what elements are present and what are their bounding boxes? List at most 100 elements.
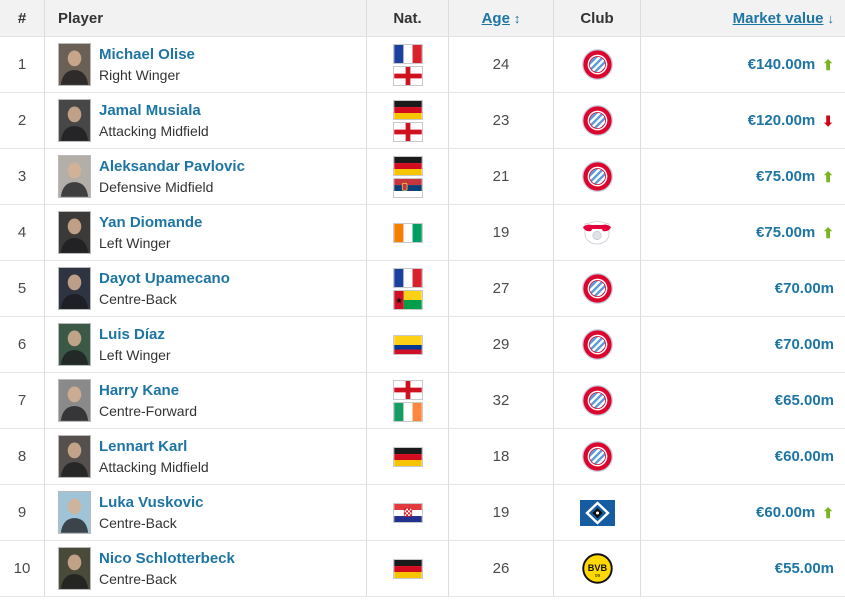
table-row: 2 Jamal Musiala Attacking Midfield 23 €120.0… [0, 93, 845, 149]
rank-cell: 7 [0, 373, 44, 428]
player-position-label: Left Winger [99, 234, 171, 251]
age-value: 21 [492, 168, 510, 185]
flag-icon [392, 502, 423, 523]
player-photo[interactable] [58, 43, 91, 86]
club-logo[interactable] [581, 441, 613, 472]
flag-icon [392, 43, 423, 64]
player-name-link[interactable]: Aleksandar Pavlovic [99, 158, 245, 176]
flag-icon [392, 289, 423, 310]
club-logo[interactable] [582, 220, 612, 245]
club-logo[interactable] [581, 273, 613, 304]
club-logo[interactable] [581, 329, 613, 360]
market-value-link[interactable]: €75.00m [756, 168, 816, 185]
age-cell: 27 [448, 261, 553, 316]
market-value-link[interactable]: €65.00m [774, 392, 834, 409]
market-value-link[interactable]: €70.00m [774, 336, 834, 353]
rank-cell: 5 [0, 261, 44, 316]
player-photo[interactable] [58, 491, 91, 534]
market-value-link[interactable]: €120.00m [747, 112, 816, 129]
player-photo[interactable] [58, 379, 91, 422]
market-value-link[interactable]: €140.00m [747, 56, 816, 73]
player-position-label: Centre-Back [99, 290, 177, 307]
age-sort-link[interactable]: Age [481, 9, 510, 27]
trend-up-icon: ⬆ [822, 168, 834, 185]
player-name-link[interactable]: Luka Vuskovic [99, 494, 204, 512]
age-cell: 24 [448, 37, 553, 92]
club-cell [553, 149, 640, 204]
table-row: 9 Luka Vuskovic Centre-Back 19 €60.00m ⬆ [0, 485, 845, 541]
player-info: Luka Vuskovic Centre-Back [99, 494, 204, 530]
flag-icon [392, 446, 423, 467]
player-photo[interactable] [58, 323, 91, 366]
market-value-sort-link[interactable]: Market value [732, 9, 824, 27]
market-value-link[interactable]: €60.00m [774, 448, 834, 465]
rank-cell: 6 [0, 317, 44, 372]
table-row: 4 Yan Diomande Left Winger 19 €75.00m ⬆ [0, 205, 845, 261]
club-logo[interactable] [581, 161, 613, 192]
club-cell: BVB 09 [553, 541, 640, 596]
age-cell: 18 [448, 429, 553, 484]
club-logo[interactable] [581, 385, 613, 416]
market-value-link[interactable]: €55.00m [774, 560, 834, 577]
player-position-label: Centre-Back [99, 514, 177, 531]
flag-icon [392, 267, 423, 288]
player-cell: Harry Kane Centre-Forward [44, 373, 366, 428]
flag-icon [392, 121, 423, 142]
age-cell: 21 [448, 149, 553, 204]
market-value-cell: €55.00m [640, 541, 845, 596]
age-cell: 19 [448, 485, 553, 540]
rank-cell: 3 [0, 149, 44, 204]
player-name-link[interactable]: Luis Díaz [99, 326, 165, 344]
nationality-cell [366, 541, 448, 596]
age-value: 24 [492, 56, 510, 73]
player-photo[interactable] [58, 547, 91, 590]
player-name-link[interactable]: Harry Kane [99, 382, 180, 400]
nationality-cell [366, 485, 448, 540]
flag-icon [392, 177, 423, 198]
market-value-cell: €140.00m ⬆ [640, 37, 845, 92]
player-name-link[interactable]: Lennart Karl [99, 438, 188, 456]
flag-icon [392, 334, 423, 355]
player-name-link[interactable]: Jamal Musiala [99, 102, 201, 120]
club-logo[interactable] [581, 105, 613, 136]
market-value-link[interactable]: €75.00m [756, 224, 816, 241]
sort-descending-icon[interactable]: ↓ [827, 10, 835, 26]
player-name-link[interactable]: Nico Schlotterbeck [99, 550, 235, 568]
player-cell: Yan Diomande Left Winger [44, 205, 366, 260]
player-position-label: Centre-Back [99, 570, 177, 587]
player-cell: Luka Vuskovic Centre-Back [44, 485, 366, 540]
player-cell: Nico Schlotterbeck Centre-Back [44, 541, 366, 596]
player-photo[interactable] [58, 155, 91, 198]
age-cell: 23 [448, 93, 553, 148]
player-info: Jamal Musiala Attacking Midfield [99, 102, 209, 138]
sort-updown-icon[interactable]: ↕ [513, 10, 521, 26]
player-position-label: Left Winger [99, 346, 171, 363]
rank-cell: 2 [0, 93, 44, 148]
nationality-cell [366, 373, 448, 428]
club-logo[interactable] [581, 49, 613, 80]
header-nat-label: Nat. [393, 9, 422, 27]
player-photo[interactable] [58, 267, 91, 310]
table-row: 3 Aleksandar Pavlovic Defensive Midfield 21… [0, 149, 845, 205]
market-value-link[interactable]: €70.00m [774, 280, 834, 297]
flag-icon [392, 401, 423, 422]
player-name-link[interactable]: Yan Diomande [99, 214, 203, 232]
trend-up-icon: ⬆ [822, 224, 834, 241]
svg-text:09: 09 [594, 573, 600, 578]
market-value-cell: €70.00m [640, 261, 845, 316]
age-value: 27 [492, 280, 510, 297]
club-logo[interactable] [579, 499, 615, 526]
player-photo[interactable] [58, 99, 91, 142]
club-cell [553, 205, 640, 260]
market-value-cell: €70.00m [640, 317, 845, 372]
header-cell-player: Player [44, 0, 366, 36]
market-value-link[interactable]: €60.00m [756, 504, 816, 521]
player-photo[interactable] [58, 211, 91, 254]
player-name-link[interactable]: Michael Olise [99, 46, 195, 64]
player-photo[interactable] [58, 435, 91, 478]
market-value-cell: €75.00m ⬆ [640, 205, 845, 260]
table-row: 5 Dayot Upamecano Centre-Back 27 €70.00m [0, 261, 845, 317]
rank-value: 3 [17, 168, 27, 185]
player-name-link[interactable]: Dayot Upamecano [99, 270, 230, 288]
